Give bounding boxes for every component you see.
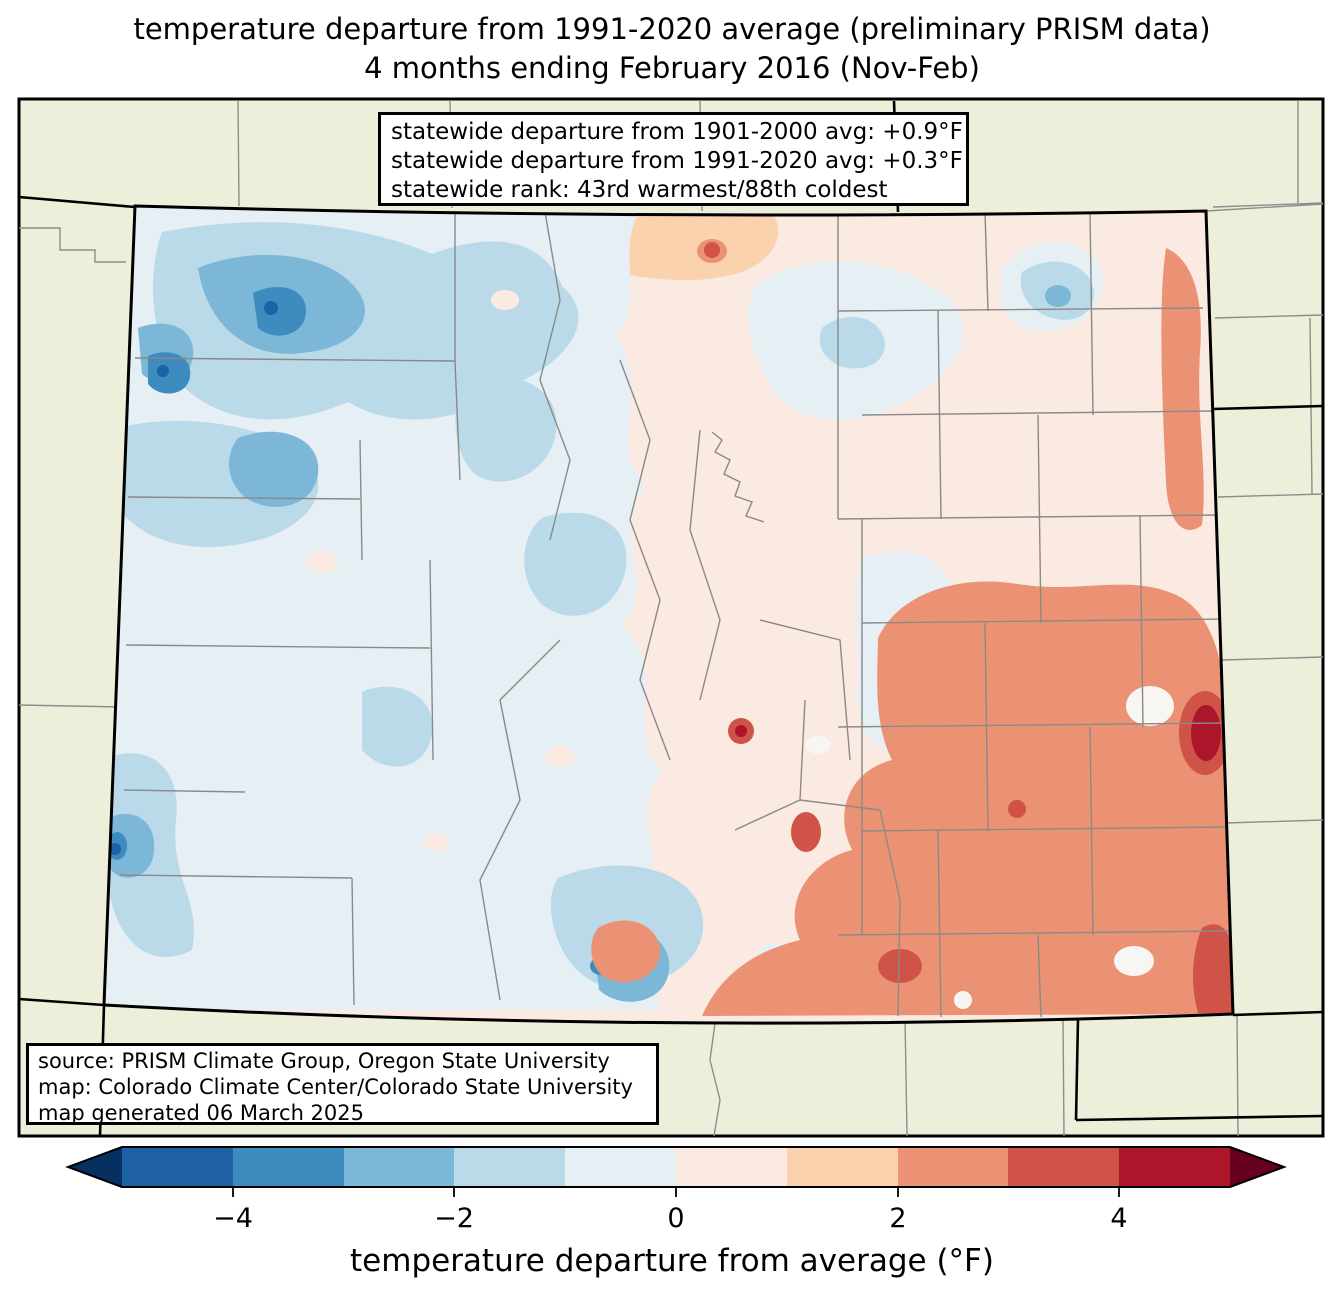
source-line-3: map generated 06 March 2025: [38, 1101, 365, 1125]
colorbar-segment: [1119, 1147, 1230, 1187]
colorbar-under-arrow: [68, 1147, 122, 1187]
colorbar-tick-label: 2: [889, 1203, 907, 1234]
colorbar: [65, 1146, 1287, 1197]
colorbar-tick-label: 4: [1110, 1203, 1128, 1234]
colorado-county-lines: [119, 211, 1231, 1018]
stats-line-1: statewide departure from 1901-2000 avg: …: [391, 119, 963, 145]
colorado-temperature-field: [104, 206, 1233, 1024]
colorbar-tick-marks: [232, 1187, 1120, 1197]
colorbar-segment: [787, 1147, 898, 1187]
stats-line-3: statewide rank: 43rd warmest/88th coldes…: [391, 177, 888, 203]
source-line-2: map: Colorado Climate Center/Colorado St…: [38, 1075, 633, 1099]
colorbar-tick-label: −4: [213, 1203, 253, 1234]
colorbar-tick-label: 0: [667, 1203, 685, 1234]
title-line-2: 4 months ending February 2016 (Nov-Feb): [364, 51, 980, 85]
colorbar-segment: [565, 1147, 676, 1187]
source-box: source: PRISM Climate Group, Oregon Stat…: [26, 1043, 659, 1125]
map-title: temperature departure from 1991-2020 ave…: [0, 10, 1344, 88]
colorbar-segment: [454, 1147, 565, 1187]
colorbar-segment: [898, 1147, 1008, 1187]
colorbar-segment: [344, 1147, 454, 1187]
stats-line-2: statewide departure from 1991-2020 avg: …: [391, 148, 963, 174]
colorbar-tick-label: −2: [434, 1203, 474, 1234]
colorbar-over-arrow: [1230, 1147, 1284, 1187]
colorbar-outline: [65, 1146, 1287, 1188]
colorbar-segment: [1008, 1147, 1119, 1187]
colorbar-segment: [233, 1147, 344, 1187]
colorado-border: [102, 204, 1235, 1025]
stats-box: statewide departure from 1901-2000 avg: …: [378, 112, 969, 206]
source-line-1: source: PRISM Climate Group, Oregon Stat…: [38, 1049, 610, 1073]
colorbar-segment: [122, 1147, 233, 1187]
title-line-1: temperature departure from 1991-2020 ave…: [133, 12, 1211, 46]
colorbar-label: temperature departure from average (°F): [350, 1243, 994, 1279]
colorbar-segment: [676, 1147, 787, 1187]
